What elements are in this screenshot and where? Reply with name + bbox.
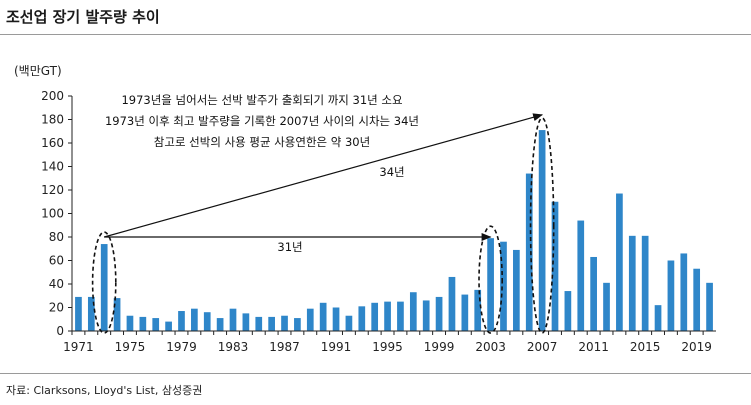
y-tick-label: 20 [49, 301, 64, 315]
x-tick-label: 1999 [424, 340, 455, 354]
bar [100, 244, 108, 331]
bar [345, 315, 353, 331]
bar [139, 316, 147, 331]
bar [538, 130, 546, 331]
bar [152, 318, 160, 331]
bar [216, 318, 224, 331]
y-tick-label: 180 [41, 113, 64, 127]
bar [165, 321, 172, 331]
bar [397, 301, 404, 331]
bar [281, 315, 288, 331]
x-tick-label: 2007 [527, 340, 558, 354]
x-tick-label: 1987 [269, 340, 300, 354]
chart-title: 조선업 장기 발주량 추이 [6, 8, 160, 26]
bar [294, 318, 301, 331]
x-axis-ticks: 1971 1975 1979 1983 1987 1991 1995 1999 2003 2007… [63, 331, 712, 354]
bar [422, 300, 430, 331]
bar [654, 305, 662, 331]
bar [191, 308, 198, 331]
bar [75, 296, 82, 331]
x-tick-label: 1979 [166, 340, 197, 354]
y-tick-label: 60 [49, 254, 64, 268]
bar [319, 302, 327, 331]
bar [268, 316, 275, 331]
bar-series [75, 130, 713, 331]
x-tick-label: 2019 [681, 340, 712, 354]
bar [126, 315, 134, 331]
bar [525, 173, 533, 331]
bar [616, 193, 623, 331]
bar [306, 308, 314, 331]
y-tick-label: 160 [41, 136, 64, 150]
y-axis-unit-label: (백만GT) [14, 64, 62, 78]
y-tick-label: 80 [49, 230, 64, 244]
y-tick-label: 200 [41, 89, 64, 103]
x-tick-label: 2003 [475, 340, 506, 354]
x-tick-label: 2011 [578, 340, 609, 354]
x-tick-label: 1975 [115, 340, 146, 354]
bar [229, 308, 237, 331]
bar [461, 294, 469, 331]
bar [448, 276, 456, 331]
highlight-ellipse [529, 117, 555, 334]
bar [371, 302, 379, 331]
bar [435, 296, 443, 331]
x-tick-label: 1983 [218, 340, 249, 354]
bar [178, 311, 185, 331]
bar [513, 249, 520, 331]
bottom-divider [0, 373, 751, 374]
y-tick-label: 140 [41, 160, 64, 174]
bar [255, 316, 263, 331]
bar [113, 298, 121, 331]
note-line-1: 1973년을 넘어서는 선박 발주가 출회되기 까지 31년 소요 [121, 93, 402, 107]
bar [564, 291, 572, 331]
x-tick-label: 1995 [372, 340, 403, 354]
source-note: 자료: Clarksons, Lloyd's List, 삼성증권 [6, 384, 203, 397]
bar [693, 268, 701, 331]
bar [577, 220, 585, 331]
bar [680, 253, 688, 331]
y-tick-label: 120 [41, 183, 64, 197]
trend-arrow [104, 113, 544, 238]
bar [203, 312, 211, 331]
bar [384, 301, 391, 331]
bar [628, 235, 636, 331]
y-tick-label: 40 [49, 277, 64, 291]
bar [87, 296, 95, 331]
bar [409, 292, 417, 331]
highlight-ellipses [91, 117, 555, 334]
note-line-3: 참고로 선박의 사용 평균 사용연한은 약 30년 [154, 135, 370, 149]
note-line-2: 1973년 이후 최고 발주량을 기록한 2007년 사이의 시차는 34년 [105, 114, 419, 128]
x-tick-label: 1971 [63, 340, 94, 354]
x-tick-label: 2015 [630, 340, 661, 354]
bar [590, 256, 597, 331]
bar [500, 241, 507, 331]
bar [706, 282, 713, 331]
y-tick-label: 100 [41, 207, 64, 221]
x-tick-label: 1991 [321, 340, 352, 354]
y-axis-ticks: 0 20 40 60 80 100 120 140 160 180 200 [41, 89, 72, 338]
bar [487, 238, 494, 331]
bar [474, 289, 482, 331]
highlight-ellipse [478, 225, 503, 334]
trend-arrows [104, 113, 544, 241]
y-tick-label: 0 [56, 324, 64, 338]
bar [603, 282, 610, 331]
highlight-ellipse [91, 231, 117, 334]
arrow-label-34-years: 34년 [379, 165, 404, 179]
arrow-label-31-years: 31년 [277, 240, 302, 254]
top-divider [0, 34, 751, 35]
bar [358, 306, 366, 331]
bar [242, 313, 250, 331]
bar [332, 307, 340, 331]
bar-chart: 0 20 40 60 80 100 120 140 160 180 200 1971 1975 1979… [41, 89, 716, 354]
bar [641, 235, 649, 331]
bar [551, 201, 559, 331]
bar [667, 260, 675, 331]
